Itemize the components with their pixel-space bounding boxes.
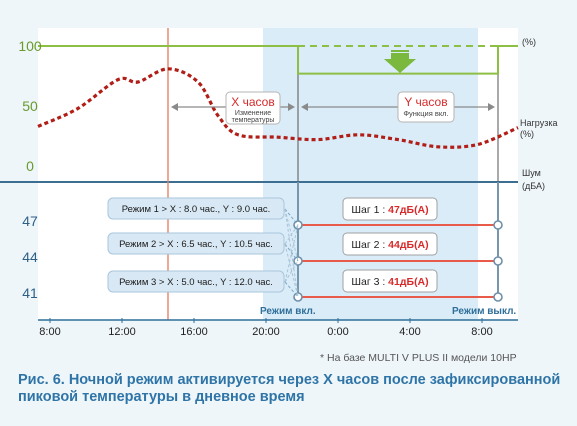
mode-connector-1-1: [284, 208, 299, 226]
step-label-3: Шаг 3 : 41дБ(А): [351, 276, 428, 288]
noise-axis-tick-47: 47: [22, 213, 38, 229]
y-period-arrowhead-left: [301, 103, 308, 111]
mode-connector-2-1: [284, 224, 299, 245]
step-box-3: [342, 269, 438, 293]
mode-box-1: [107, 197, 285, 220]
load-curve: [37, 67, 519, 149]
step-value-3: 41дБ(А): [388, 276, 428, 288]
mode-connector-2-3: [284, 243, 299, 298]
x-tick-label-0: 8:00: [39, 326, 60, 338]
mode-box-label-2: Режим 2 > X : 6.5 час., Y : 10.5 час.: [119, 239, 273, 250]
mode-box-2: [107, 232, 285, 255]
step-label-2: Шаг 2 : 44дБ(А): [351, 239, 428, 251]
mode-connector-3-2: [284, 260, 299, 283]
step-end-marker-3: [493, 292, 503, 302]
x-period-box: [225, 91, 281, 125]
mode-on-label: Режим вкл.: [260, 306, 316, 317]
load-axis-label-line: Нагрузка: [520, 118, 557, 128]
mode-box-3: [107, 270, 285, 293]
noise-axis-tick-41: 41: [22, 285, 38, 301]
step-box-1: [342, 197, 438, 221]
footnote: * На базе MULTI V PLUS II модели 10HP: [320, 352, 517, 364]
mode-box-label-1: Режим 1 > X : 8.0 час., Y : 9.0 час.: [122, 204, 271, 215]
load-unit-label: (%): [522, 37, 536, 47]
x-period-arrowhead-right: [288, 103, 295, 111]
y-period-sub-line: Функция вкл.: [403, 109, 448, 118]
reduction-arrow-bar: [391, 50, 409, 52]
step-value-1: 47дБ(А): [388, 204, 428, 216]
x-tick-label-1: 12:00: [108, 326, 136, 338]
step-name-2: Шаг 2 :: [351, 239, 388, 251]
mode-connector-3-3: [284, 281, 299, 298]
x-period-sub-line: температуры: [232, 117, 275, 124]
y-period-arrowhead-right: [488, 103, 495, 111]
load-axis-tick-50: 50: [22, 98, 38, 114]
x-tick-label-4: 0:00: [327, 326, 348, 338]
x-tick-label-2: 16:00: [180, 326, 208, 338]
x-tick-label-5: 4:00: [399, 326, 420, 338]
figure-caption: Рис. 6. Ночной режим активируется через …: [18, 372, 561, 405]
load-axis-tick-0: 0: [26, 158, 34, 174]
noise-axis-label-line: Шум: [522, 168, 541, 178]
noise-axis-label-line: (дБА): [522, 181, 545, 191]
step-name-3: Шаг 3 :: [351, 276, 388, 288]
noise-axis-tick-44: 44: [22, 249, 38, 265]
noise-axis-label: Шум (дБА): [522, 168, 545, 191]
load-axis-tick-100: 100: [18, 38, 42, 54]
step-label-1: Шаг 1 : 47дБ(А): [351, 204, 428, 216]
load-axis-label-line: (%): [520, 129, 534, 139]
x-tick-label-3: 20:00: [252, 326, 280, 338]
load-axis-label: Нагрузка(%): [520, 118, 557, 139]
mode-box-label-3: Режим 3 > X : 5.0 час., Y : 12.0 час.: [119, 277, 273, 288]
y-period-sub: Функция вкл.: [403, 109, 448, 118]
step-name-1: Шаг 1 :: [351, 204, 388, 216]
power-line: [38, 45, 518, 75]
reduction-arrow-icon: [384, 53, 416, 73]
y-period-box: [397, 91, 455, 123]
step-end-marker-2: [493, 256, 503, 266]
y-period-label: Y часов: [404, 95, 447, 109]
step-box-2: [342, 232, 438, 256]
x-period-arrowhead-left: [171, 103, 178, 111]
x-period-label: X часов: [231, 95, 274, 109]
mode-off-label: Режим выкл.: [452, 306, 516, 317]
step-end-marker-1: [493, 220, 503, 230]
step-value-2: 44дБ(А): [388, 239, 428, 251]
x-tick-label-6: 8:00: [471, 326, 492, 338]
x-period-sub-line: Изменение: [235, 110, 271, 117]
